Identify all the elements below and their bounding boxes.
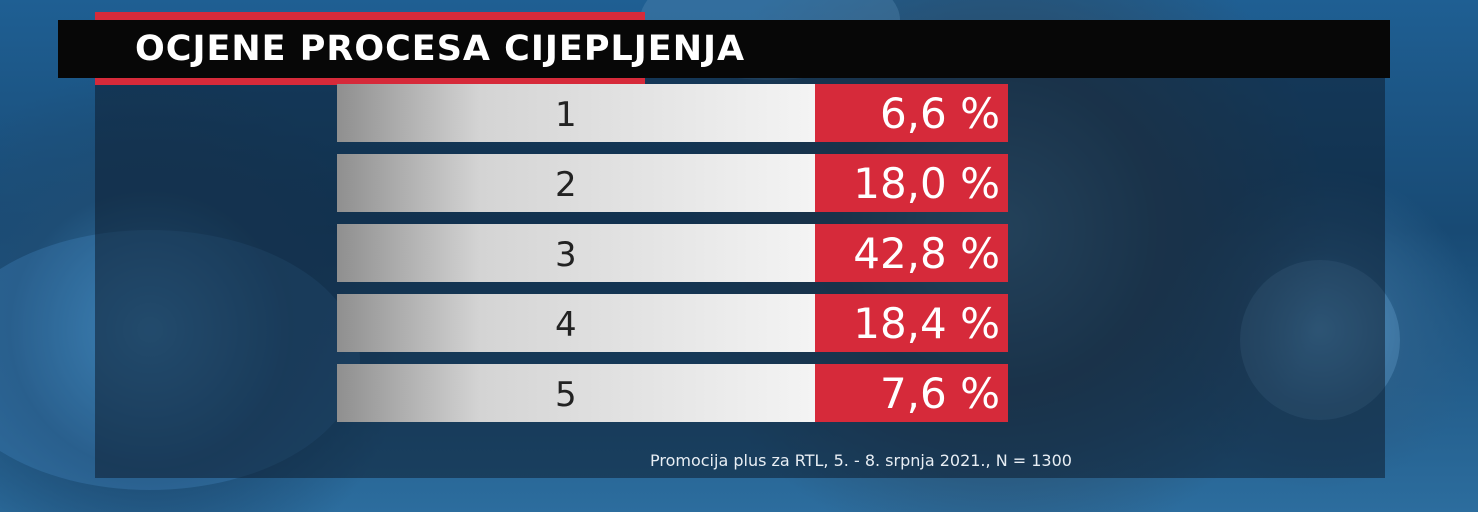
title: OCJENE PROCESA CIJEPLJENJA bbox=[135, 29, 746, 69]
row-label: 1 bbox=[337, 84, 815, 142]
row-value: 7,6 % bbox=[815, 364, 1008, 422]
table-row: 4 18,4 % bbox=[337, 294, 1008, 352]
table-row: 3 42,8 % bbox=[337, 224, 1008, 282]
row-value: 18,0 % bbox=[815, 154, 1008, 212]
row-label: 5 bbox=[337, 364, 815, 422]
accent-stripe bbox=[95, 12, 645, 21]
title-bar: OCJENE PROCESA CIJEPLJENJA bbox=[58, 20, 1390, 78]
source-note: Promocija plus za RTL, 5. - 8. srpnja 20… bbox=[650, 451, 1072, 470]
row-label: 2 bbox=[337, 154, 815, 212]
row-value: 18,4 % bbox=[815, 294, 1008, 352]
row-label: 3 bbox=[337, 224, 815, 282]
row-value: 42,8 % bbox=[815, 224, 1008, 282]
row-value: 6,6 % bbox=[815, 84, 1008, 142]
table-row: 2 18,0 % bbox=[337, 154, 1008, 212]
table-row: 1 6,6 % bbox=[337, 84, 1008, 142]
row-label: 4 bbox=[337, 294, 815, 352]
accent-stripe bbox=[95, 78, 645, 85]
table-row: 5 7,6 % bbox=[337, 364, 1008, 422]
